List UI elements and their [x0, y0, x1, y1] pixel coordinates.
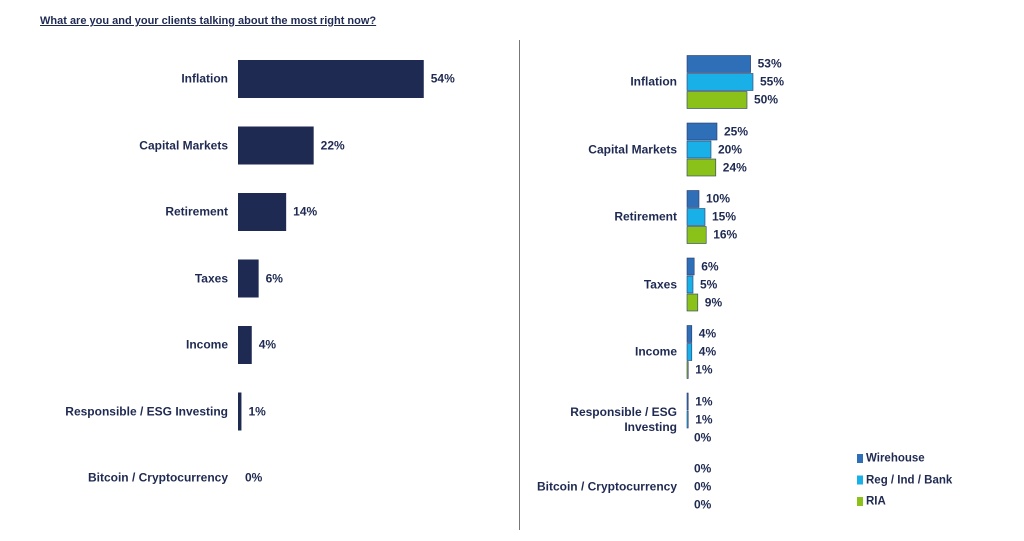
- value-label: 0%: [694, 430, 712, 444]
- bar: [238, 193, 287, 231]
- value-label: 9%: [704, 295, 723, 309]
- legend-swatch: [857, 497, 863, 506]
- bar: [686, 226, 707, 244]
- legend-label: Wirehouse: [866, 452, 925, 465]
- legend-label: RIA: [866, 495, 886, 508]
- bar: [238, 126, 314, 165]
- bar: [686, 392, 689, 411]
- value-label: 0%: [694, 497, 712, 512]
- value-label: 10%: [706, 191, 731, 206]
- bar: [686, 73, 754, 91]
- value-label: 16%: [713, 227, 738, 242]
- category-label: Income: [634, 344, 677, 359]
- value-label: 24%: [722, 160, 747, 174]
- value-label: 20%: [718, 142, 743, 156]
- value-label: 1%: [695, 394, 713, 408]
- bar: [238, 326, 252, 364]
- bar: [238, 259, 259, 298]
- value-label: 0%: [694, 461, 712, 476]
- category-label: Inflation: [630, 74, 677, 89]
- value-label: 0%: [694, 479, 712, 494]
- bar: [686, 55, 751, 73]
- bar: [686, 190, 700, 208]
- bar: [686, 275, 694, 294]
- bar: [686, 91, 748, 109]
- value-label: 14%: [293, 204, 318, 219]
- value-label: 0%: [245, 470, 263, 485]
- value-label: 55%: [760, 74, 785, 89]
- category-label: Bitcoin / Cryptocurrency: [87, 470, 228, 485]
- bar: [686, 293, 699, 312]
- value-label: 4%: [258, 337, 277, 352]
- bar: [686, 410, 689, 429]
- value-label: 4%: [698, 344, 717, 359]
- category-label: Responsible / ESG Investing: [570, 404, 677, 434]
- category-label: Income: [185, 337, 228, 352]
- value-label: 1%: [248, 404, 266, 418]
- bar: [686, 343, 693, 361]
- title: What are you and your clients talking ab…: [40, 15, 377, 27]
- value-label: 50%: [754, 92, 779, 107]
- category-label: Bitcoin / Cryptocurrency: [536, 479, 677, 494]
- value-label: 5%: [700, 277, 718, 291]
- value-label: 6%: [265, 271, 283, 285]
- value-label: 22%: [320, 138, 345, 152]
- bar: [686, 208, 706, 226]
- value-label: 25%: [724, 124, 749, 138]
- value-label: 53%: [757, 56, 782, 71]
- bar: [686, 158, 717, 177]
- value-label: 1%: [695, 412, 713, 426]
- legend-swatch: [857, 475, 863, 485]
- category-label: Taxes: [194, 271, 228, 285]
- legend-swatch: [857, 454, 863, 463]
- category-label: Taxes: [643, 277, 677, 291]
- value-label: 4%: [698, 326, 717, 341]
- category-label: Capital Markets: [588, 142, 677, 156]
- category-label: Retirement: [165, 204, 228, 219]
- value-label: 6%: [701, 259, 719, 273]
- bar: [238, 392, 242, 431]
- bar: [686, 325, 693, 343]
- bar: [686, 122, 718, 141]
- bar: [686, 257, 695, 276]
- bar: [686, 361, 689, 379]
- category-label: Capital Markets: [139, 138, 228, 152]
- category-label: Inflation: [181, 71, 228, 86]
- value-label: 1%: [695, 362, 713, 377]
- category-label: Responsible / ESG Investing: [65, 404, 228, 418]
- category-label: Retirement: [614, 209, 677, 224]
- bar: [686, 140, 712, 159]
- value-label: 15%: [712, 209, 737, 224]
- bar: [238, 60, 424, 98]
- legend-label: Reg / Ind / Bank: [866, 474, 953, 486]
- value-label: 54%: [430, 71, 455, 86]
